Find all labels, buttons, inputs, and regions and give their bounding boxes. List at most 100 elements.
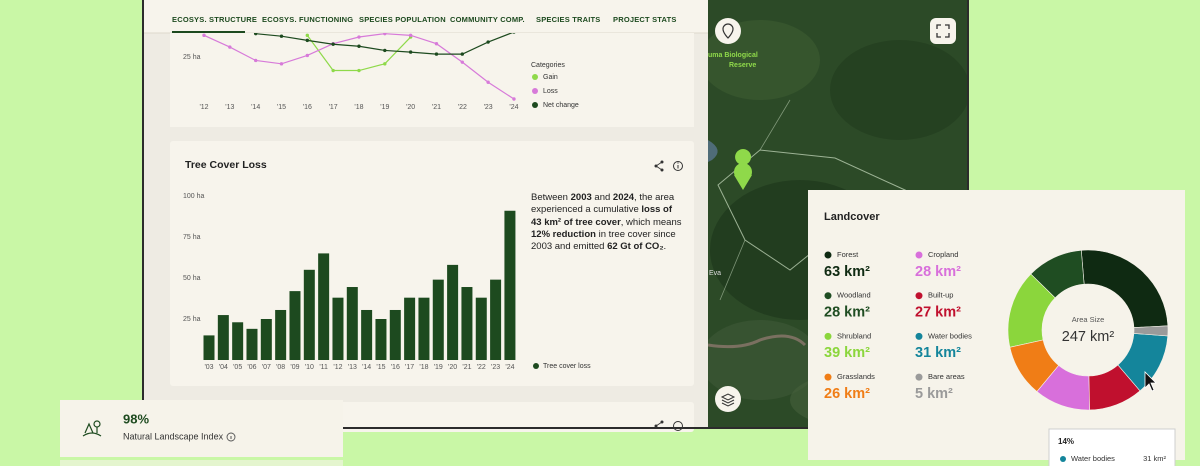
- x-tick-label: '11: [319, 364, 328, 371]
- x-tick-label: '15: [376, 364, 385, 371]
- tab[interactable]: SPECIES POPULATION: [359, 15, 446, 24]
- x-tick-label: '18: [354, 104, 363, 111]
- bar: [232, 322, 244, 360]
- index-card: [60, 400, 343, 457]
- map-label: uma Biological: [708, 52, 758, 59]
- bar: [375, 319, 387, 360]
- share-button[interactable]: [654, 420, 664, 428]
- bar: [361, 309, 373, 360]
- tab[interactable]: SPECIES TRAITS: [536, 15, 600, 24]
- x-tick-label: '05: [233, 364, 242, 371]
- x-tick-label: '13: [225, 104, 234, 111]
- bar: [318, 253, 330, 360]
- x-tick-label: '10: [305, 364, 314, 371]
- bar: [504, 210, 516, 360]
- tooltip-value: 31 km²: [1143, 454, 1166, 463]
- data-point: [512, 33, 516, 34]
- legend-label: Tree cover loss: [543, 363, 591, 370]
- x-tick-label: '22: [477, 364, 486, 371]
- data-point: [383, 33, 387, 36]
- summary-emphasis: loss of 43 km² of tree cover: [531, 204, 672, 228]
- legend-swatch: [533, 363, 539, 369]
- donut-slice: [1007, 273, 1056, 348]
- x-tick-label: '23: [484, 104, 493, 111]
- location-button[interactable]: [715, 18, 741, 44]
- data-point: [305, 53, 310, 58]
- donut-slice: [1036, 365, 1090, 411]
- bar: [447, 264, 459, 360]
- data-point: [331, 42, 335, 46]
- x-tick-label: '21: [462, 364, 471, 371]
- line-card: [170, 33, 694, 127]
- donut-slice: [1030, 249, 1085, 299]
- data-point: [357, 68, 361, 73]
- legend-value: 39 km²: [824, 345, 870, 361]
- line-plot: [202, 33, 516, 101]
- layers-icon: [720, 393, 736, 407]
- bar: [461, 287, 473, 360]
- tab[interactable]: COMMUNITY COMP.: [450, 15, 525, 24]
- x-tick-label: '16: [303, 104, 312, 111]
- summary-emphasis: 2003: [570, 192, 592, 203]
- summary-text: Between: [531, 192, 571, 203]
- x-tick-label: '07: [262, 364, 271, 371]
- donut-slice: [1133, 325, 1169, 337]
- data-point: [253, 58, 258, 63]
- x-tick-label: '20: [448, 364, 457, 371]
- x-tick-label: '12: [333, 364, 342, 371]
- data-point: [408, 50, 413, 54]
- y-tick-label: 75 ha: [183, 234, 201, 241]
- data-point: [357, 44, 361, 48]
- legend-swatch: [915, 292, 923, 300]
- bar: [246, 328, 258, 360]
- summary-emphasis: 62 Gt of CO₂: [607, 241, 664, 253]
- data-point: [486, 40, 490, 44]
- x-tick-label: '18: [419, 364, 428, 371]
- fullscreen-icon: [936, 24, 950, 38]
- map-label: Reserve: [729, 62, 756, 69]
- legend-value: 28 km²: [915, 264, 961, 280]
- info-button[interactable]: [673, 161, 683, 171]
- share-button[interactable]: [654, 160, 664, 172]
- card-title: Landcover: [824, 211, 880, 223]
- x-tick-label: '13: [348, 364, 357, 371]
- tab[interactable]: PROJECT STATS: [613, 15, 677, 24]
- info-icon[interactable]: [226, 432, 236, 442]
- data-point: [305, 33, 310, 38]
- legend-label: Forest: [837, 250, 859, 259]
- legend-label: Built-up: [928, 291, 953, 300]
- donut-slice: [1009, 339, 1060, 393]
- tree-cover-summary: Between 2003 and 2024, the area experien…: [531, 192, 683, 253]
- x-tick-label: '24: [509, 104, 518, 111]
- tab[interactable]: ECOSYS. STRUCTURE: [172, 15, 257, 24]
- bar: [475, 297, 487, 360]
- layers-button[interactable]: [715, 386, 741, 412]
- data-point: [408, 33, 413, 38]
- x-tick-label: '21: [432, 104, 441, 111]
- bar: [332, 297, 344, 360]
- summary-text: in tree cover since 2003 and emitted: [531, 228, 676, 253]
- data-point: [434, 42, 439, 46]
- legend-label: Loss: [543, 88, 558, 95]
- y-tick-label: 25 ha: [183, 316, 201, 323]
- y-tick-label: 50 ha: [183, 275, 201, 282]
- active-tab-indicator: [172, 31, 245, 33]
- x-tick-label: '22: [458, 104, 467, 111]
- y-tick-label: 100 ha: [183, 193, 205, 200]
- x-tick-label: '14: [251, 104, 260, 111]
- tab[interactable]: ECOSYS. FUNCTIONING: [262, 15, 353, 24]
- legend-swatch: [915, 251, 923, 259]
- x-tick-label: '06: [247, 364, 256, 371]
- info-button[interactable]: [673, 421, 683, 431]
- donut-slice: [1117, 333, 1169, 392]
- data-point: [331, 68, 335, 73]
- summary-text: and: [591, 192, 613, 203]
- legend-swatch: [824, 251, 832, 259]
- legend-label: Gain: [543, 74, 558, 81]
- x-tick-label: '19: [434, 364, 443, 371]
- bar: [346, 287, 358, 360]
- legend-swatch: [824, 292, 832, 300]
- x-tick-label: '17: [405, 364, 414, 371]
- fullscreen-button[interactable]: [930, 18, 956, 44]
- data-point: [486, 80, 490, 84]
